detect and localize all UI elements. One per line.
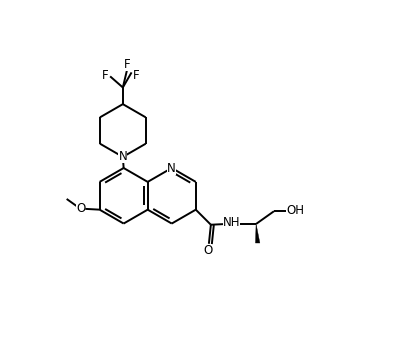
Text: F: F: [102, 69, 108, 82]
Text: O: O: [76, 202, 85, 215]
Text: N: N: [167, 162, 176, 174]
Text: O: O: [203, 244, 212, 258]
Polygon shape: [255, 224, 259, 243]
Text: N: N: [118, 150, 127, 163]
Text: OH: OH: [285, 204, 303, 217]
Text: NH: NH: [222, 216, 240, 229]
Text: F: F: [133, 69, 139, 82]
Text: F: F: [124, 58, 130, 71]
